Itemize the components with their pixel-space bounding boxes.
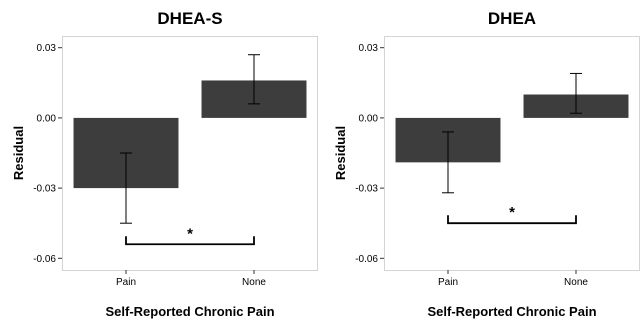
chart-title: DHEA bbox=[488, 9, 536, 28]
x-tick-label: None bbox=[564, 277, 588, 288]
significance-bracket bbox=[447, 215, 577, 225]
y-tick-label: -0.06 bbox=[33, 254, 56, 265]
y-tick-label: 0.03 bbox=[359, 43, 379, 54]
y-tick-label: 0.00 bbox=[359, 113, 379, 124]
chart-title: DHEA-S bbox=[157, 9, 222, 28]
significance-asterisk: * bbox=[509, 204, 515, 221]
significance-asterisk: * bbox=[187, 225, 193, 242]
x-tick-label: Pain bbox=[116, 277, 136, 288]
y-tick-label: -0.03 bbox=[33, 184, 56, 195]
chart-panel-dhea-s: DHEA-S Residual Self-Reported Chronic Pa… bbox=[11, 9, 318, 319]
chart-panel-dhea: DHEA Residual Self-Reported Chronic Pain… bbox=[333, 9, 640, 319]
x-tick-label: None bbox=[242, 277, 266, 288]
significance-bracket bbox=[125, 236, 255, 246]
y-axis-label: Residual bbox=[333, 126, 348, 180]
y-tick-label: 0.00 bbox=[37, 113, 57, 124]
plot-frame bbox=[62, 36, 318, 271]
plot-area: 0.03 0.00 -0.03 -0.06 Pain None * bbox=[33, 36, 318, 288]
x-tick-label: Pain bbox=[438, 277, 458, 288]
y-tick-label: -0.03 bbox=[355, 184, 378, 195]
x-axis-label: Self-Reported Chronic Pain bbox=[105, 304, 274, 319]
x-axis-label: Self-Reported Chronic Pain bbox=[427, 304, 596, 319]
y-tick-label: -0.06 bbox=[355, 254, 378, 265]
plot-area: 0.03 0.00 -0.03 -0.06 Pain None * bbox=[355, 36, 640, 288]
y-tick-label: 0.03 bbox=[37, 43, 57, 54]
y-axis-label: Residual bbox=[11, 126, 26, 180]
